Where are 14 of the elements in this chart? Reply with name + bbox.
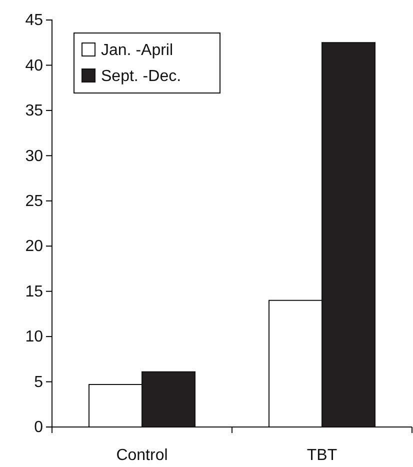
y-tick-label: 25: [25, 193, 44, 210]
y-tick-label: 30: [25, 148, 44, 165]
y-tick-label: 15: [25, 283, 44, 300]
y-tick-label: 40: [25, 57, 44, 74]
y-tick-label: 35: [25, 102, 44, 120]
y-tick-label: 20: [25, 238, 44, 256]
y-tick-label: 45: [25, 12, 44, 30]
legend-label: Sept. -Dec.: [101, 68, 182, 85]
legend-label: Jan. -April: [101, 42, 174, 59]
y-tick-label: 0: [34, 419, 44, 436]
x-tick-label: TBT: [306, 447, 338, 464]
y-tick-label: 5: [34, 374, 44, 391]
x-tick-label: Control: [116, 447, 168, 464]
y-tick-label: 10: [25, 328, 44, 346]
